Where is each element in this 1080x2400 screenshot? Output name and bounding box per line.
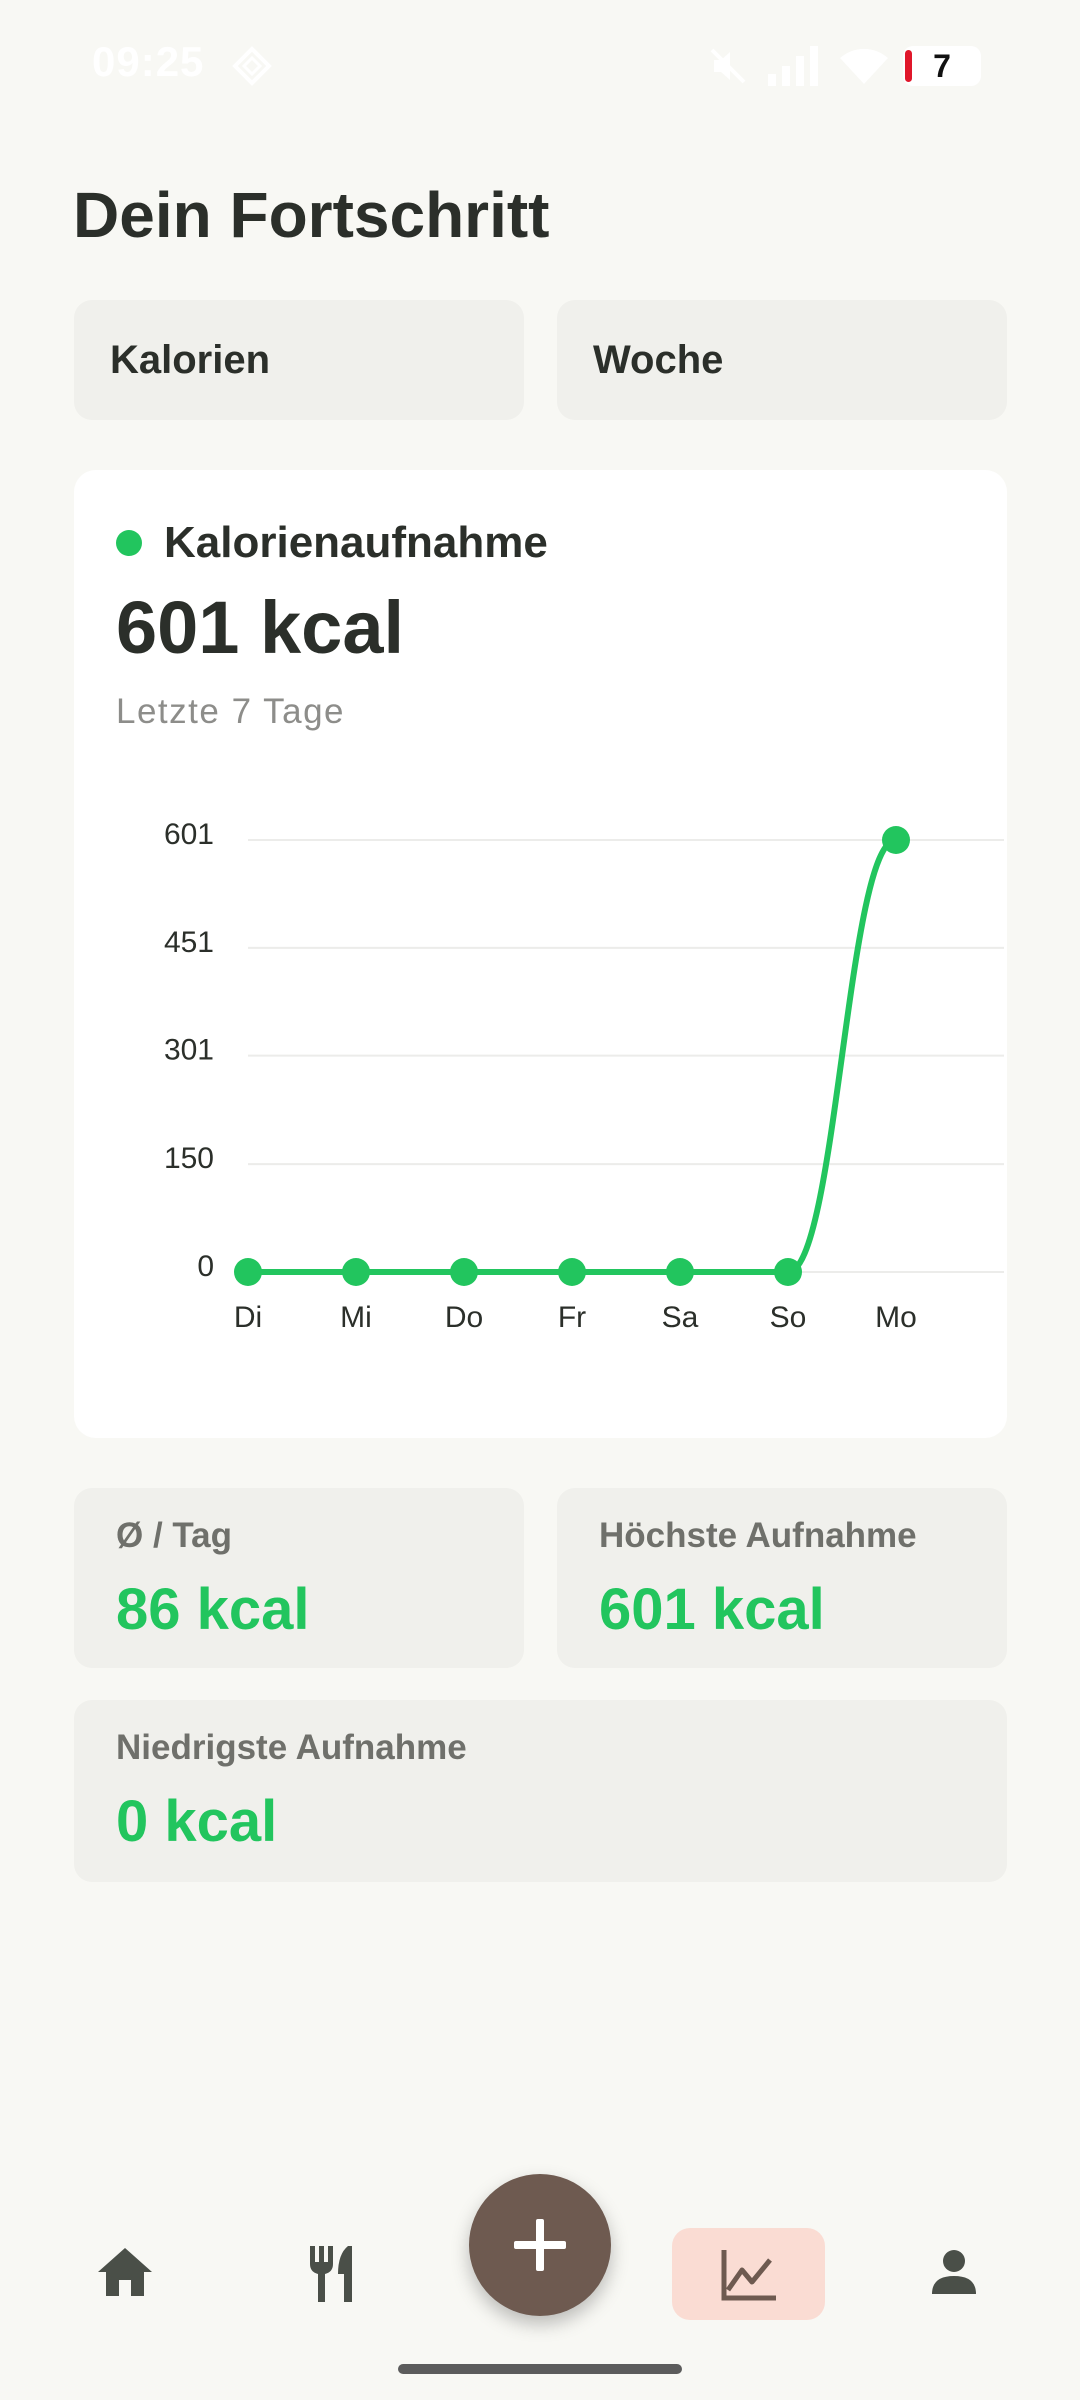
signal-icon [768,46,818,86]
metric-selector[interactable]: Kalorien [74,300,524,420]
highest-intake-value: 601 kcal [599,1577,825,1642]
y-tick-label: 601 [164,818,214,851]
period-selector[interactable]: Woche [557,300,1007,420]
person-icon[interactable] [930,2248,978,2296]
lowest-intake-card: Niedrigste Aufnahme 0 kcal [74,1700,1007,1882]
chart-icon [721,2250,776,2301]
data-point [234,1258,262,1286]
x-tick-label: Mi [340,1301,372,1334]
x-tick-label: Di [234,1301,262,1334]
x-tick-label: Sa [662,1301,699,1334]
lowest-intake-value: 0 kcal [116,1789,278,1854]
fork-knife-icon[interactable] [306,2244,360,2304]
y-tick-label: 301 [164,1034,214,1067]
data-point [558,1258,586,1286]
status-bar: 09:25 7 [0,0,1080,130]
legend-label: Kalorienaufnahme [164,518,548,567]
average-per-day-label: Ø / Tag [116,1516,233,1555]
data-point [882,826,910,854]
period-selector-label: Woche [593,337,724,382]
lowest-intake-label: Niedrigste Aufnahme [116,1728,467,1767]
sim-card-icon [232,46,272,86]
plus-icon [514,2219,566,2271]
home-icon[interactable] [96,2246,154,2298]
add-entry-button[interactable] [469,2174,611,2316]
mute-icon [710,48,746,84]
page-title: Dein Fortschritt [73,179,550,251]
x-tick-label: Do [445,1301,483,1334]
progress-tab[interactable] [672,2228,825,2320]
battery-level: 7 [933,48,951,84]
x-tick-label: So [770,1301,807,1334]
highest-intake-card: Höchste Aufnahme 601 kcal [557,1488,1007,1668]
home-indicator [398,2364,682,2374]
total-calories-value: 601 kcal [116,586,405,669]
battery-indicator: 7 [903,46,981,86]
average-per-day-card: Ø / Tag 86 kcal [74,1488,524,1668]
data-point [774,1258,802,1286]
status-time: 09:25 [92,38,205,85]
average-per-day-value: 86 kcal [116,1577,310,1642]
chart-subtitle: Letzte 7 Tage [116,692,346,731]
metric-selector-label: Kalorien [110,337,271,382]
calorie-chart-card: Kalorienaufnahme 601 kcal Letzte 7 Tage … [74,470,1007,1438]
series-line [245,837,899,1275]
battery-low-mark [905,50,912,82]
x-tick-label: Mo [875,1301,917,1334]
legend-dot [116,530,142,556]
data-point [342,1258,370,1286]
y-tick-label: 150 [164,1142,214,1175]
data-point [666,1258,694,1286]
calorie-line-chart: 0 150 301 451 601 Di Mi Do Fr Sa So Mo [164,818,1004,1334]
x-tick-label: Fr [558,1301,586,1334]
wifi-icon [840,48,888,84]
y-tick-label: 0 [197,1250,214,1283]
highest-intake-label: Höchste Aufnahme [599,1516,917,1555]
data-point [450,1258,478,1286]
y-tick-label: 451 [164,926,214,959]
